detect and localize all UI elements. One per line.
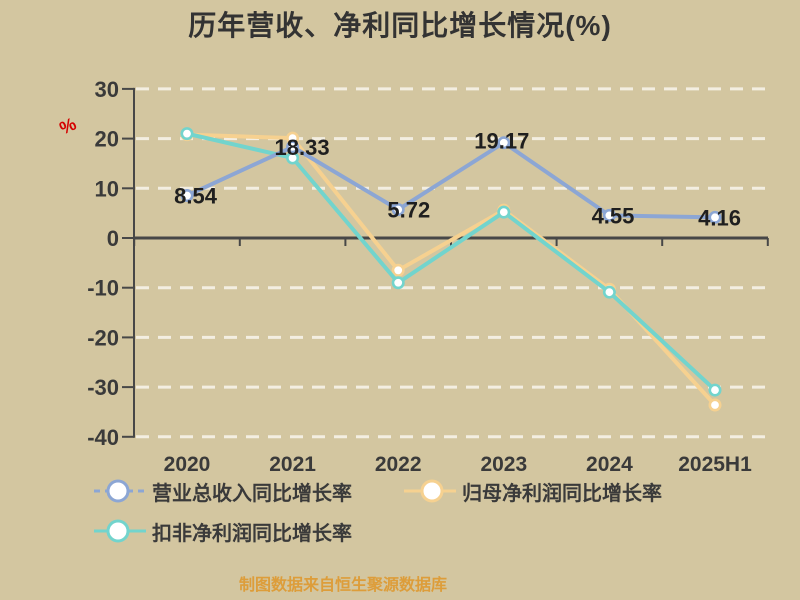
value-label: 4.55 xyxy=(592,203,635,228)
data-point xyxy=(391,203,405,217)
data-point xyxy=(497,136,511,150)
series-line xyxy=(185,131,717,393)
y-tick-label: -30 xyxy=(87,375,119,400)
data-point xyxy=(602,285,616,299)
legend-item-revenue[interactable]: 营业总收入同比增长率 xyxy=(94,478,352,505)
legend-label-non-gaap: 扣非净利润同比增长率 xyxy=(152,522,352,545)
value-label: 5.72 xyxy=(387,198,430,223)
net-profit-series-marker-icon xyxy=(404,479,456,503)
value-label: 8.54 xyxy=(174,184,218,209)
non-gaap-series-marker-icon xyxy=(94,519,146,543)
x-axis-label: 2020 xyxy=(164,453,211,476)
data-point xyxy=(286,140,300,154)
y-tick-label: 0 xyxy=(107,226,119,251)
data-point xyxy=(391,263,405,277)
data-point xyxy=(180,127,194,141)
legend-label-revenue: 营业总收入同比增长率 xyxy=(152,482,352,505)
x-axis-label: 2024 xyxy=(586,453,633,476)
y-tick-label: -10 xyxy=(87,276,119,301)
legend-label-net-profit: 归母净利润同比增长率 xyxy=(462,482,662,505)
x-axis-label: 2021 xyxy=(269,453,316,476)
value-label: 18.33 xyxy=(275,135,330,160)
value-label: 19.17 xyxy=(474,129,529,154)
chart-title: 历年营收、净利同比增长情况(%) xyxy=(188,10,612,41)
data-source-note: 制图数据来自恒生聚源数据库 xyxy=(238,577,448,594)
legend-item-net-profit[interactable]: 归母净利润同比增长率 xyxy=(404,478,662,505)
y-tick-label: 30 xyxy=(95,77,119,102)
x-axis-label: 2023 xyxy=(480,453,527,476)
x-axis-label: 2025H1 xyxy=(678,453,752,476)
series-line xyxy=(185,140,717,220)
y-tick-label: 20 xyxy=(95,127,119,152)
data-point xyxy=(391,276,405,290)
data-point xyxy=(708,210,722,224)
legend-item-non-gaap[interactable]: 扣非净利润同比增长率 xyxy=(94,518,352,545)
x-axis-label: 2022 xyxy=(375,453,422,476)
y-tick-label: -40 xyxy=(87,425,119,450)
data-point xyxy=(602,208,616,222)
data-point xyxy=(180,189,194,203)
value-label: 4.16 xyxy=(698,205,741,230)
data-point xyxy=(497,205,511,219)
data-point xyxy=(708,398,722,412)
y-tick-label: 10 xyxy=(95,176,119,201)
revenue-series-marker-icon xyxy=(94,479,146,503)
data-point xyxy=(708,383,722,397)
y-tick-label: -20 xyxy=(87,325,119,350)
